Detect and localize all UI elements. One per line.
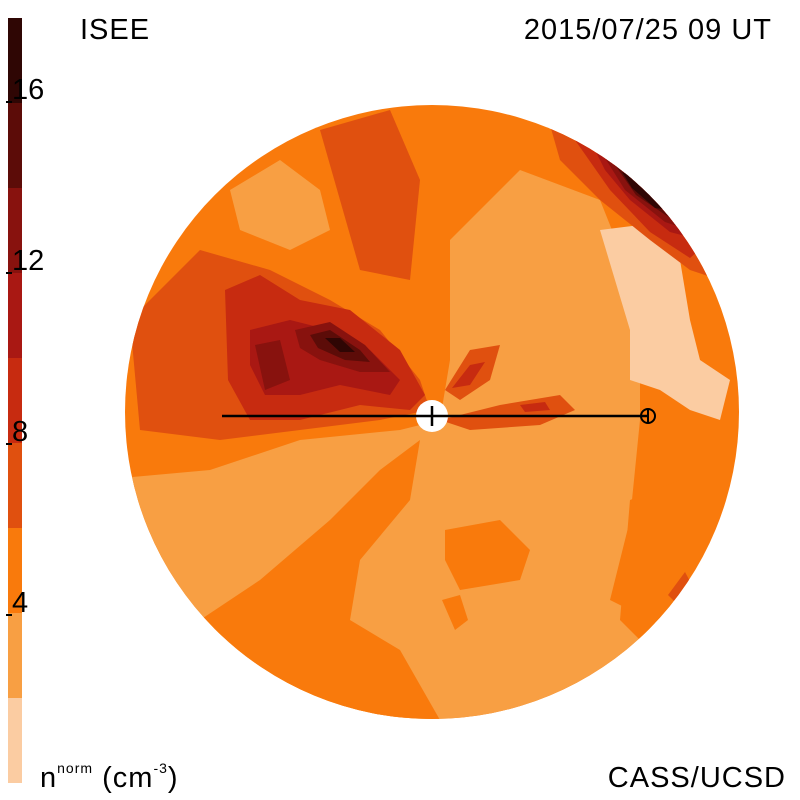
contour-medium-density [620, 480, 700, 640]
colorbar-segment [8, 273, 22, 358]
colorbar-segment [8, 528, 22, 613]
colorbar [8, 18, 22, 783]
contour-high-density [520, 402, 550, 412]
colorbar-tick-label: 12 [12, 245, 45, 277]
contour-very-high-density [255, 340, 290, 390]
contour-medium-density [445, 520, 530, 590]
earth-marker [640, 408, 656, 424]
quantity-base: n [40, 762, 58, 794]
instrument-title: ISEE [80, 14, 151, 46]
colorbar-segment [8, 613, 22, 698]
quantity-unit-superscript: -3 [153, 760, 168, 776]
contour-medium-density [442, 595, 468, 630]
colorbar-tick-label: 8 [12, 416, 29, 448]
contour-elevated-density [320, 110, 420, 280]
datetime-title: 2015/07/25 09 UT [523, 14, 772, 46]
colorbar-tick-mark [6, 614, 12, 616]
colorbar-segment [8, 443, 22, 528]
colorbar-tick-mark [6, 443, 12, 445]
credit-label: CASS/UCSD [607, 762, 786, 794]
colorbar-tick-mark [6, 101, 12, 103]
contour-medium-density [200, 440, 440, 719]
quantity-label: nnorm (cm-3) [40, 760, 179, 795]
colorbar-tick-label: 16 [12, 74, 45, 106]
colorbar-segment [8, 18, 22, 103]
colorbar-tick-label: 4 [12, 587, 29, 619]
contour-lowest-density [600, 225, 730, 420]
colorbar-segment [8, 103, 22, 188]
colorbar-segment [8, 358, 22, 443]
quantity-unit-open: (cm [102, 762, 154, 794]
quantity-unit-close: ) [167, 762, 179, 794]
contour-peak-density [325, 338, 355, 352]
quantity-superscript: norm [57, 760, 94, 776]
colorbar-segment [8, 188, 22, 273]
contour-elevated-density [668, 572, 692, 605]
contour-high-density [452, 362, 485, 388]
colorbar-segment [8, 698, 22, 783]
contour-low-density [230, 160, 330, 250]
colorbar-tick-mark [6, 272, 12, 274]
